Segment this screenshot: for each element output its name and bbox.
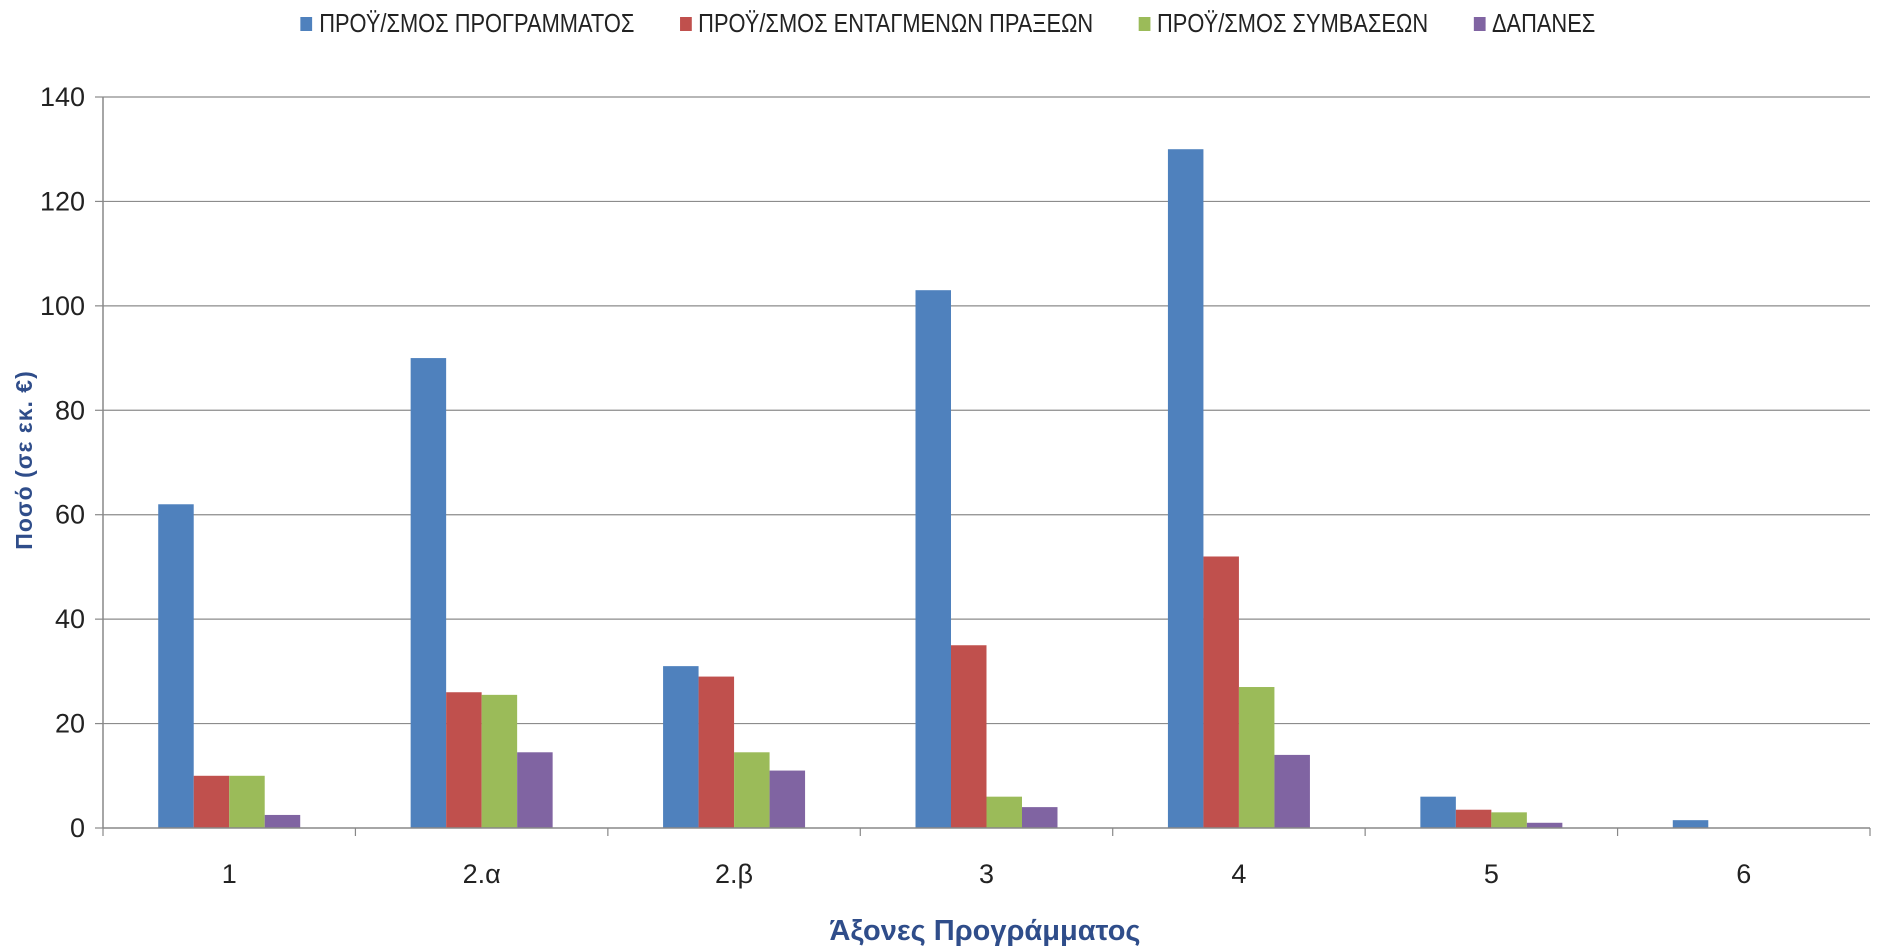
bar [1022, 807, 1058, 828]
x-tick-label: 2.β [715, 859, 753, 889]
legend-item: ΠΡΟΫ/ΣΜΟΣ ΕΝΤΑΓΜΕΝΩΝ ΠΡΑΞΕΩΝ [679, 8, 1094, 39]
bars [158, 149, 1709, 828]
y-tick-label: 20 [55, 709, 85, 739]
gridlines [103, 96, 1870, 725]
bar [1420, 796, 1456, 828]
bar [663, 666, 699, 828]
legend-item: ΔΑΠΑΝΕΣ [1473, 8, 1595, 39]
bar [446, 692, 482, 828]
legend-swatch [300, 16, 313, 31]
x-axis-ticks: 1 2.α 2.β 3 4 5 6 [102, 828, 1871, 889]
x-axis-title: Άξονες Προγράμματος [830, 915, 1141, 947]
y-tick-label: 60 [55, 500, 85, 530]
bar [1274, 754, 1310, 828]
bar [951, 645, 987, 828]
x-tick-label: 1 [222, 859, 237, 889]
bar [769, 770, 806, 828]
y-tick-label: 0 [70, 813, 85, 843]
bar [193, 775, 230, 828]
bar [410, 358, 447, 828]
legend-swatch [1138, 16, 1151, 31]
y-tick-label: 120 [40, 186, 85, 216]
bar [698, 676, 735, 828]
bar [1672, 820, 1709, 828]
bar [915, 290, 951, 828]
x-tick-label: 2.α [463, 859, 501, 889]
legend-label: ΠΡΟΫ/ΣΜΟΣ ΠΡΟΓΡΑΜΜΑΤΟΣ [319, 8, 635, 38]
legend-label: ΠΡΟΫ/ΣΜΟΣ ΣΥΜΒΑΣΕΩΝ [1157, 8, 1429, 38]
legend-label: ΠΡΟΫ/ΣΜΟΣ ΕΝΤΑΓΜΕΝΩΝ ΠΡΑΞΕΩΝ [698, 8, 1094, 38]
bar [734, 752, 770, 828]
bar [1455, 809, 1492, 828]
bar [158, 504, 194, 828]
x-tick-label: 4 [1231, 859, 1246, 889]
x-tick-label: 3 [979, 859, 994, 889]
y-tick-label: 100 [40, 291, 85, 321]
bar [1238, 687, 1275, 828]
bar [229, 775, 265, 828]
x-tick-label: 6 [1736, 859, 1751, 889]
legend-item: ΠΡΟΫ/ΣΜΟΣ ΠΡΟΓΡΑΜΜΑΤΟΣ [300, 8, 635, 39]
y-tick-label: 140 [40, 82, 85, 112]
y-tick-label: 80 [55, 395, 85, 425]
x-tick-label: 5 [1484, 859, 1499, 889]
y-tick-label: 40 [55, 604, 85, 634]
bar [264, 814, 301, 828]
bar [1526, 822, 1563, 828]
legend: ΠΡΟΫ/ΣΜΟΣ ΠΡΟΓΡΑΜΜΑΤΟΣ ΠΡΟΫ/ΣΜΟΣ ΕΝΤΑΓΜΕΝ… [152, 8, 1745, 39]
bar [1167, 149, 1204, 828]
legend-item: ΠΡΟΫ/ΣΜΟΣ ΣΥΜΒΑΣΕΩΝ [1138, 8, 1429, 39]
y-axis-title: Ποσό (σε εκ. €) [11, 370, 37, 550]
legend-swatch [679, 16, 692, 31]
legend-swatch [1473, 16, 1486, 31]
y-axis-ticks: 0 20 40 60 80 100 120 140 [40, 82, 103, 843]
bar [481, 694, 518, 828]
legend-label: ΔΑΠΑΝΕΣ [1491, 8, 1596, 38]
bar [1491, 812, 1527, 828]
bar [986, 796, 1022, 828]
bar [517, 752, 553, 828]
bar [1203, 556, 1239, 828]
